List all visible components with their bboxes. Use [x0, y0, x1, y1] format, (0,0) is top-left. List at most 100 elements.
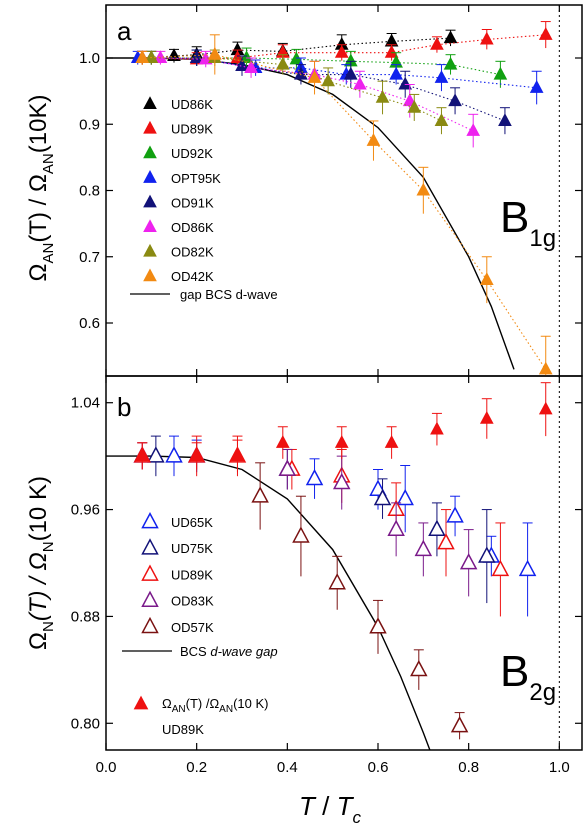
- data-point: [398, 76, 413, 90]
- data-point: [443, 30, 458, 44]
- data-point: [430, 36, 444, 50]
- data-point: [478, 546, 496, 563]
- legend-a-label: UD89K: [171, 122, 213, 137]
- data-point: [384, 44, 399, 58]
- panel-b-frame: [105, 375, 583, 751]
- legend-b-marker: [141, 564, 159, 581]
- panel-a-series: [130, 21, 553, 376]
- data-point: [448, 93, 462, 107]
- data-point: [230, 448, 245, 462]
- data-point: [244, 60, 258, 73]
- legend-b-extra-line2: UD89K: [162, 722, 204, 737]
- y-tick-label: 0.9: [79, 116, 100, 133]
- data-point: [251, 486, 269, 503]
- data-point: [207, 46, 222, 60]
- data-point: [389, 66, 403, 80]
- panel-b-y-ticks: 0.80 0.88 0.96 1.04: [71, 395, 582, 732]
- data-point: [189, 448, 204, 462]
- data-point: [493, 66, 508, 80]
- series-OD42K: [135, 34, 553, 376]
- data-point: [518, 559, 537, 577]
- legend-a-label: UD86K: [171, 97, 213, 112]
- data-point: [189, 50, 204, 64]
- legend-b-marker: [141, 590, 159, 608]
- data-point: [278, 459, 297, 476]
- x-tick-label: 0.0: [96, 759, 117, 776]
- data-point: [498, 113, 512, 126]
- data-point: [135, 50, 150, 64]
- data-point: [437, 533, 455, 550]
- legend-a-marker: [143, 120, 157, 134]
- panel-b-series: [133, 382, 553, 740]
- series-OD57K: [251, 462, 469, 740]
- data-point: [430, 421, 444, 435]
- legend-a-label: OD42K: [171, 269, 214, 284]
- y-tick-label: 0.7: [79, 249, 100, 266]
- data-point: [466, 123, 481, 136]
- data-point: [479, 31, 494, 45]
- x-tick-label: 0.4: [277, 759, 298, 776]
- legend-b-marker: [141, 616, 159, 634]
- legend-b-marker: [141, 538, 159, 555]
- legend-b-label: OD83K: [171, 594, 214, 609]
- data-point: [292, 526, 310, 543]
- x-tick-label: 0.2: [186, 759, 207, 776]
- data-point: [396, 488, 414, 506]
- panel-a-symmetry: B1g: [500, 193, 556, 252]
- legend-b-label: OD57K: [171, 620, 214, 635]
- y-tick-label: 0.8: [79, 183, 100, 200]
- legend-a-label: UD92K: [171, 146, 213, 161]
- data-point: [334, 44, 349, 58]
- data-point: [366, 133, 381, 146]
- panel-b-ylabel: ΩN(T) / ΩN(10 K): [25, 476, 57, 650]
- legend-b-extra-label: ΩAN(T) /ΩAN(10 K): [162, 696, 268, 715]
- data-point: [446, 506, 464, 523]
- panel-a-x-ticks: [105, 5, 560, 376]
- data-point: [305, 468, 324, 486]
- data-point: [369, 617, 387, 634]
- legend-a-marker: [143, 268, 157, 282]
- legend-a-marker: [143, 194, 157, 208]
- panel-a-label: a: [117, 16, 132, 46]
- legend-a-marker: [143, 219, 157, 233]
- y-tick-label: 0.80: [71, 715, 100, 732]
- legend-a-label: OPT95K: [171, 171, 221, 186]
- data-point: [479, 410, 494, 424]
- legend-b-label: UD89K: [171, 567, 213, 582]
- data-point: [410, 659, 428, 677]
- data-point: [402, 93, 417, 107]
- legend-b-label: UD65K: [171, 515, 213, 530]
- data-point: [434, 70, 449, 83]
- panel-a-legend: UD86K UD89K UD92K OPT95K OD91K OD86K OD82K OD42…: [130, 96, 278, 302]
- data-point: [384, 435, 399, 448]
- x-tick-label: 1.0: [549, 759, 570, 776]
- data-point: [428, 519, 446, 537]
- series--AN-T-AN-10-K-UD89K: [135, 382, 553, 473]
- legend-b-curve-label: BCS d-wave gap: [180, 644, 278, 659]
- data-point: [479, 272, 494, 285]
- legend-a-marker: [143, 145, 157, 159]
- panel-a-ylabel: ΩAN(T) / ΩAN(10K): [25, 95, 57, 282]
- data-point: [538, 361, 553, 375]
- legend-a-curve-label: gap BCS d-wave: [180, 287, 278, 302]
- panel-b-symmetry: B2g: [500, 647, 556, 706]
- data-point: [538, 27, 553, 40]
- legend-b-marker: [141, 512, 159, 529]
- data-point: [491, 559, 510, 577]
- data-point: [334, 435, 349, 448]
- y-tick-label: 0.6: [79, 315, 100, 332]
- data-point: [373, 488, 392, 506]
- series-fit-line: [151, 57, 501, 76]
- data-point: [235, 58, 249, 71]
- data-point: [443, 56, 458, 70]
- data-point: [328, 573, 346, 590]
- series-OD83K: [278, 448, 478, 597]
- data-point: [147, 446, 165, 463]
- data-point: [538, 401, 553, 415]
- data-point: [459, 553, 478, 570]
- data-point: [165, 446, 183, 463]
- data-point: [407, 99, 422, 113]
- panel-a-y-ticks: 0.6 0.7 0.8 0.9 1.0: [79, 50, 582, 332]
- data-point: [414, 539, 433, 557]
